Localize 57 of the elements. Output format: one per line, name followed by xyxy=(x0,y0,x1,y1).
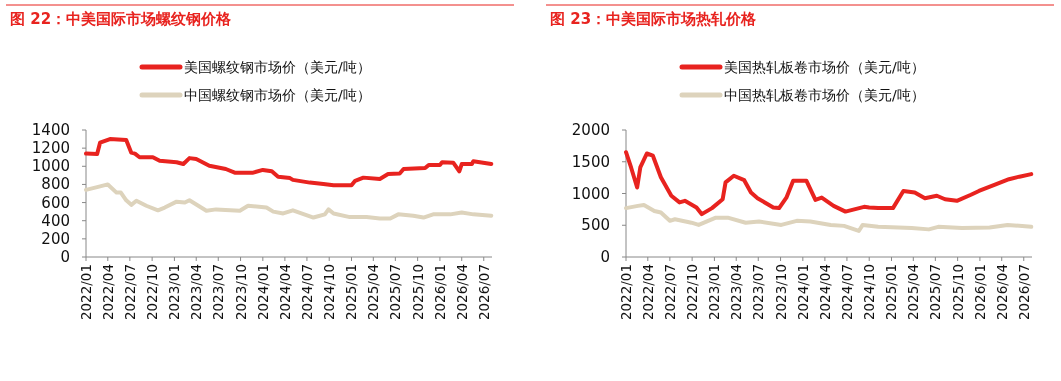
y-tick-label: 1000 xyxy=(571,184,610,203)
x-tick-label: 2024/10 xyxy=(861,264,878,321)
legend-label: 美国螺纹钢市场价（美元/吨） xyxy=(184,59,371,75)
x-tick-label: 2025/10 xyxy=(409,264,426,321)
y-tick-label: 2000 xyxy=(571,121,610,139)
x-tick-label: 2025/04 xyxy=(365,264,382,321)
x-tick-label: 2024/01 xyxy=(254,264,271,321)
y-tick-label: 0 xyxy=(600,248,610,266)
x-tick-label: 2022/07 xyxy=(661,264,678,321)
x-tick-label: 2023/10 xyxy=(232,264,249,321)
x-tick-label: 2026/07 xyxy=(475,264,492,321)
legend-label: 中国热轧板卷市场价（美元/吨） xyxy=(724,87,925,103)
x-tick-label: 2023/04 xyxy=(728,264,745,321)
x-tick-label: 2024/04 xyxy=(276,264,293,321)
x-tick-label: 2022/07 xyxy=(121,264,138,321)
y-tick-label: 1400 xyxy=(31,121,70,139)
y-tick-label: 800 xyxy=(41,175,70,194)
y-tick-label: 1500 xyxy=(571,152,610,171)
x-tick-label: 2023/04 xyxy=(188,264,205,321)
x-tick-label: 2022/04 xyxy=(99,264,116,321)
x-tick-label: 2026/04 xyxy=(453,264,470,321)
legend-label: 中国螺纹钢市场价（美元/吨） xyxy=(184,87,371,103)
legend-label: 美国热轧板卷市场价（美元/吨） xyxy=(724,59,925,75)
x-tick-label: 2025/10 xyxy=(949,264,966,321)
x-tick-label: 2024/07 xyxy=(298,264,315,321)
x-tick-label: 2026/07 xyxy=(1015,264,1032,321)
x-tick-label: 2024/07 xyxy=(838,264,855,321)
y-tick-label: 400 xyxy=(41,211,70,230)
y-tick-label: 200 xyxy=(41,229,70,248)
x-tick-label: 2022/04 xyxy=(639,264,656,321)
x-tick-label: 2025/07 xyxy=(387,264,404,321)
chart-title: 图 23：中美国际市场热轧价格 xyxy=(550,10,758,28)
x-tick-label: 2023/10 xyxy=(772,264,789,321)
x-tick-label: 2025/01 xyxy=(883,264,900,321)
chart-title: 图 22：中美国际市场螺纹钢价格 xyxy=(10,10,233,28)
x-tick-label: 2023/07 xyxy=(750,264,767,321)
x-tick-label: 2025/01 xyxy=(343,264,360,321)
x-tick-label: 2026/01 xyxy=(431,264,448,321)
x-tick-label: 2026/04 xyxy=(993,264,1010,321)
x-tick-label: 2024/01 xyxy=(794,264,811,321)
x-tick-label: 2024/04 xyxy=(816,264,833,321)
x-tick-label: 2023/01 xyxy=(166,264,183,321)
x-tick-label: 2022/01 xyxy=(618,264,634,321)
x-tick-label: 2025/04 xyxy=(905,264,922,321)
x-tick-label: 2023/01 xyxy=(706,264,723,321)
x-tick-label: 2022/10 xyxy=(144,264,161,321)
y-tick-label: 0 xyxy=(60,248,70,266)
x-tick-label: 2025/07 xyxy=(927,264,944,321)
x-tick-label: 2023/07 xyxy=(210,264,227,321)
x-tick-label: 2026/01 xyxy=(971,264,988,321)
y-tick-label: 500 xyxy=(581,216,610,235)
x-tick-label: 2024/10 xyxy=(321,264,338,321)
y-tick-label: 1200 xyxy=(31,139,70,158)
y-tick-label: 1000 xyxy=(31,157,70,176)
x-tick-label: 2022/01 xyxy=(78,264,94,321)
y-tick-label: 600 xyxy=(41,193,70,212)
x-tick-label: 2022/10 xyxy=(684,264,701,321)
